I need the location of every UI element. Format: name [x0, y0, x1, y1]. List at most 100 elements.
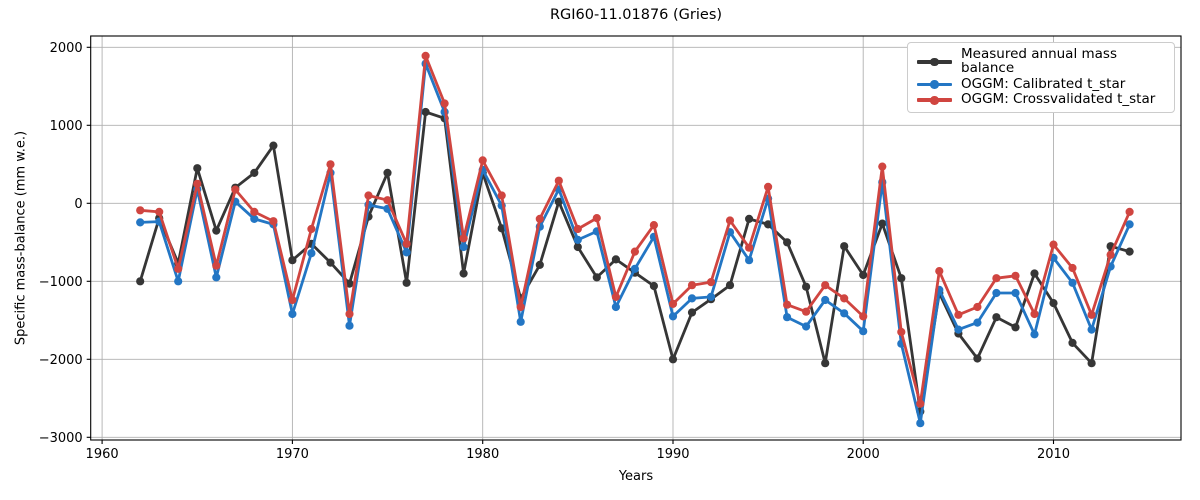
point-crossvalidated-1983 — [535, 214, 544, 223]
point-calibrated-1962 — [136, 218, 145, 227]
point-crossvalidated-1977 — [421, 51, 430, 61]
point-calibrated-2014 — [1125, 220, 1134, 229]
x-tick-label-1970: 1970 — [276, 447, 309, 462]
point-measured-2011 — [1068, 338, 1077, 347]
point-calibrated-1988 — [630, 264, 640, 273]
point-crossvalidated-1976 — [402, 239, 411, 248]
point-measured-2001 — [878, 219, 887, 228]
point-measured-1975 — [383, 168, 392, 177]
point-crossvalidated-2004 — [935, 267, 944, 276]
point-crossvalidated-2014 — [1125, 207, 1134, 216]
point-crossvalidated-1988 — [630, 247, 640, 256]
point-measured-2000 — [859, 270, 868, 280]
point-crossvalidated-2012 — [1087, 310, 1096, 319]
point-calibrated-1970 — [288, 309, 297, 319]
point-measured-1998 — [821, 359, 830, 368]
point-measured-2012 — [1087, 359, 1096, 368]
point-calibrated-2007 — [992, 288, 1001, 298]
x-tick-label-2000: 2000 — [847, 447, 880, 462]
point-crossvalidated-2001 — [878, 162, 887, 171]
point-measured-2014 — [1125, 247, 1134, 256]
point-crossvalidated-1971 — [307, 224, 316, 234]
point-crossvalidated-2006 — [973, 302, 982, 312]
legend-item-measured: Measured annual mass balance — [917, 48, 1165, 75]
point-crossvalidated-1973 — [345, 309, 354, 319]
point-calibrated-1992 — [706, 292, 716, 301]
point-crossvalidated-2010 — [1049, 240, 1058, 249]
point-crossvalidated-1974 — [364, 191, 373, 200]
point-measured-1990 — [668, 355, 678, 364]
point-calibrated-1971 — [307, 249, 316, 258]
point-calibrated-2009 — [1030, 330, 1039, 339]
point-measured-1973 — [345, 279, 354, 288]
point-calibrated-1994 — [745, 256, 754, 265]
y-tick-label--2000: −2000 — [39, 353, 83, 368]
point-crossvalidated-1994 — [745, 243, 754, 252]
x-axis-label: Years — [618, 469, 654, 484]
legend-label-calibrated: OGGM: Calibrated t_star — [961, 75, 1126, 92]
legend-label-measured: Measured annual mass balance — [961, 46, 1117, 76]
point-crossvalidated-1982 — [516, 302, 525, 312]
point-measured-1977 — [421, 107, 430, 117]
legend-label-crossvalidated: OGGM: Crossvalidated t_star — [961, 91, 1156, 108]
point-crossvalidated-1991 — [687, 281, 697, 290]
point-calibrated-2005 — [954, 325, 963, 334]
point-measured-1993 — [725, 281, 735, 290]
y-tick-label-2000: 2000 — [50, 41, 83, 56]
legend-line-measured-icon — [917, 57, 952, 67]
point-crossvalidated-1972 — [326, 160, 335, 169]
point-measured-1965 — [193, 164, 202, 173]
point-measured-2006 — [973, 354, 982, 363]
point-crossvalidated-1962 — [136, 206, 145, 215]
point-measured-1972 — [326, 258, 335, 267]
point-measured-1968 — [250, 168, 259, 177]
point-crossvalidated-2000 — [859, 312, 868, 321]
point-calibrated-1990 — [668, 312, 678, 321]
y-tick-label-1000: 1000 — [50, 119, 83, 134]
axes-box — [90, 35, 1182, 441]
point-measured-1983 — [535, 260, 544, 269]
point-measured-2010 — [1049, 299, 1058, 308]
point-measured-1970 — [288, 256, 297, 265]
point-calibrated-2006 — [973, 318, 982, 327]
point-crossvalidated-1995 — [764, 182, 773, 191]
point-calibrated-2000 — [859, 327, 868, 336]
point-crossvalidated-1966 — [212, 261, 221, 270]
point-crossvalidated-1968 — [250, 207, 259, 216]
legend-item-calibrated: OGGM: Calibrated t_star — [917, 75, 1165, 92]
point-measured-1984 — [554, 197, 563, 206]
point-calibrated-1991 — [687, 294, 697, 303]
point-measured-2007 — [992, 313, 1001, 322]
point-crossvalidated-1975 — [383, 196, 392, 205]
point-calibrated-2008 — [1011, 288, 1020, 298]
point-measured-1997 — [802, 282, 811, 291]
point-calibrated-1976 — [402, 248, 411, 257]
point-calibrated-1997 — [802, 322, 811, 331]
point-crossvalidated-1999 — [840, 294, 849, 303]
point-calibrated-1998 — [821, 295, 830, 305]
point-measured-1979 — [459, 269, 468, 278]
point-crossvalidated-1990 — [668, 299, 678, 308]
point-calibrated-1968 — [250, 214, 259, 223]
point-crossvalidated-1967 — [231, 185, 240, 194]
y-axis-label: Specific mass-balance (mm w.e.) — [13, 130, 29, 346]
point-calibrated-2012 — [1087, 325, 1096, 334]
y-tick-label--3000: −3000 — [39, 431, 83, 446]
point-crossvalidated-1997 — [802, 307, 811, 316]
x-tick-label-1990: 1990 — [656, 447, 689, 462]
point-measured-2002 — [897, 274, 906, 283]
legend: Measured annual mass balance OGGM: Calib… — [907, 42, 1175, 113]
point-calibrated-1979 — [459, 242, 468, 252]
y-tick-label--1000: −1000 — [39, 275, 83, 290]
point-calibrated-1982 — [516, 317, 525, 326]
point-crossvalidated-2007 — [992, 274, 1001, 283]
point-measured-1969 — [269, 141, 278, 150]
point-crossvalidated-1969 — [269, 217, 278, 226]
point-crossvalidated-2005 — [954, 310, 963, 319]
point-calibrated-1985 — [573, 235, 582, 244]
point-crossvalidated-1964 — [174, 264, 183, 273]
legend-item-crossvalidated: OGGM: Crossvalidated t_star — [917, 93, 1165, 107]
point-measured-1987 — [611, 255, 621, 264]
point-crossvalidated-1970 — [288, 295, 297, 305]
point-crossvalidated-1981 — [497, 191, 506, 200]
